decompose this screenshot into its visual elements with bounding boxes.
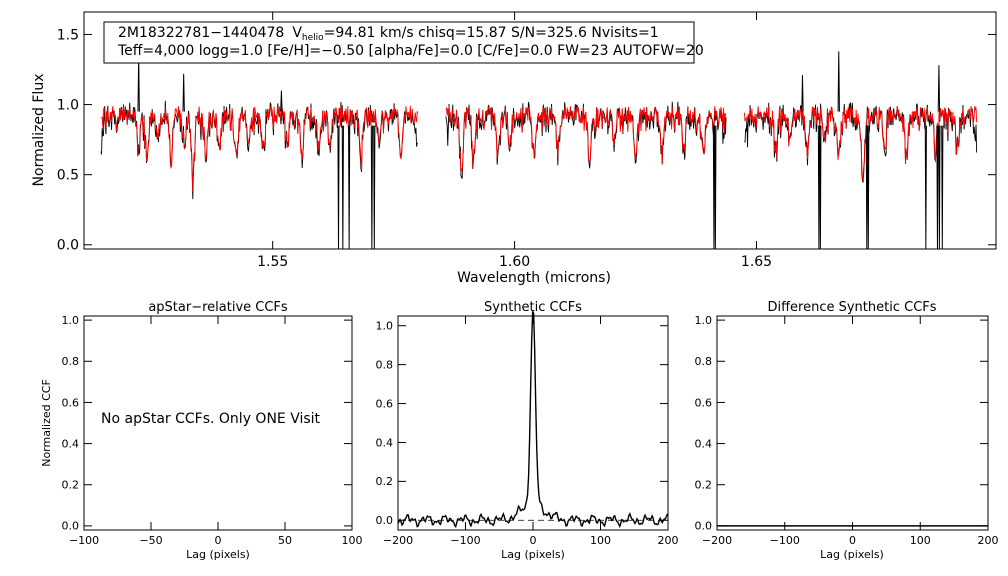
spectrum-ytick-label: 0.0: [57, 238, 79, 254]
difference-ytick-label: 0.2: [695, 479, 713, 492]
difference-xtick-label: −100: [770, 534, 800, 547]
spectrum-axes-frame: [83, 11, 997, 250]
apstar-ytick-label: 0.0: [62, 520, 80, 533]
synthetic-title: Synthetic CCFs: [484, 300, 582, 315]
synthetic-ytick-label: 0.6: [376, 397, 394, 410]
apstar-xtick-label: 50: [278, 534, 292, 547]
synthetic-plot-area: [397, 310, 668, 529]
spectrum-xlabel: Wavelength (microns): [457, 270, 611, 286]
difference-xtick-label: 200: [978, 534, 999, 547]
apstar-ytick-label: 0.6: [62, 396, 80, 409]
synthetic-ytick-label: 0.2: [376, 475, 394, 488]
synthetic-ccf-line: [397, 310, 668, 529]
apstar-ytick-label: 0.2: [62, 479, 80, 492]
difference-xtick-label: 100: [910, 534, 931, 547]
synthetic-xtick-label: −200: [383, 534, 413, 547]
spectrum-ytick-label: 1.5: [57, 27, 79, 43]
spectrum-panel: 1.55 1.60 1.65 0.0 0.5 1.0 1.5 2M18322781−1440…: [31, 11, 997, 286]
difference-xtick-label: −200: [702, 534, 732, 547]
synthetic-xtick-label: −100: [450, 534, 480, 547]
spectrum-header-stats: =94.81 km/s chisq=15.87 S/N=325.6 Nvisit…: [324, 25, 659, 41]
apstar-ccf-panel: −100 −50 0 50 100 0.0 0.2 0.4 0.6 0.8 1.0 apStar−r…: [40, 300, 363, 561]
apstar-ytick-label: 0.4: [62, 437, 80, 450]
synthetic-ytick-label: 0.4: [376, 436, 394, 449]
spectrum-emission-spike: [182, 73, 185, 112]
synthetic-xtick-label: 0: [530, 534, 537, 547]
spectrum-model-line: [100, 105, 419, 192]
spectrum-ytick-label: 0.5: [57, 168, 79, 184]
vhelio-label: V: [292, 25, 302, 41]
synthetic-xtick-label: 200: [658, 534, 679, 547]
apstar-xtick-label: 100: [342, 534, 363, 547]
synthetic-xlabel: Lag (pixels): [501, 548, 565, 561]
difference-title: Difference Synthetic CCFs: [767, 300, 936, 315]
synthetic-ccf-panel: −200 −100 0 100 200 0.0 0.2 0.4 0.6 0.8 1.0 Synthe…: [376, 300, 679, 561]
difference-ytick-label: 0.6: [695, 396, 713, 409]
difference-ticks: −200 −100 0 100 200 0.0 0.2 0.4 0.6 0.8 1.0: [695, 314, 999, 547]
difference-ytick-label: 0.0: [695, 520, 713, 533]
difference-xlabel: Lag (pixels): [820, 548, 884, 561]
synthetic-xtick-label: 100: [590, 534, 611, 547]
spectrum-ytick-label: 1.0: [57, 97, 79, 113]
star-id: 2M18322781−1440478: [118, 25, 284, 41]
spectrum-header-box: [103, 21, 695, 64]
apstar-xtick-label: −50: [139, 534, 162, 547]
spectrum-model-line: [445, 105, 727, 173]
synthetic-ytick-label: 0.0: [376, 514, 394, 527]
spectrum-ticks: 1.55 1.60 1.65 0.0 0.5 1.0 1.5: [57, 12, 996, 270]
synthetic-ytick-label: 1.0: [376, 320, 394, 333]
spectrum-xtick-label: 1.55: [257, 254, 288, 270]
synthetic-ytick-label: 0.8: [376, 358, 394, 371]
difference-ccf-panel: −200 −100 0 100 200 0.0 0.2 0.4 0.6 0.8 1.0 Differ…: [695, 300, 999, 561]
apstar-xlabel: Lag (pixels): [186, 548, 250, 561]
spectrum-emission-spike: [937, 65, 941, 112]
apstar-ticks: −100 −50 0 50 100 0.0 0.2 0.4 0.6 0.8 1.0: [62, 314, 363, 547]
spectrum-emission-spike: [280, 90, 283, 112]
spectrum-header-line1: 2M18322781−1440478 Vhelio=94.81 km/s chis…: [118, 25, 659, 43]
spectrum-emission-spike: [801, 75, 804, 112]
spectrum-xtick-label: 1.65: [741, 254, 772, 270]
apstar-no-data-message: No apStar CCFs. Only ONE Visit: [101, 411, 321, 427]
synthetic-ticks: −200 −100 0 100 200 0.0 0.2 0.4 0.6 0.8 1.0: [376, 316, 679, 547]
difference-xtick-label: 0: [849, 534, 856, 547]
apstar-ytick-label: 1.0: [62, 314, 80, 327]
spectrum-ylabel: Normalized Flux: [31, 74, 47, 187]
apstar-title: apStar−relative CCFs: [148, 300, 288, 315]
difference-ytick-label: 1.0: [695, 314, 713, 327]
apstar-ytick-label: 0.8: [62, 355, 80, 368]
spectrum-emission-spike: [837, 51, 840, 112]
apstar-xtick-label: −100: [69, 534, 99, 547]
difference-ytick-label: 0.8: [695, 355, 713, 368]
difference-ytick-label: 0.4: [695, 437, 713, 450]
spectrum-xtick-label: 1.60: [499, 254, 530, 270]
apstar-ylabel: Normalized CCF: [40, 379, 53, 467]
apstar-xtick-label: 0: [215, 534, 222, 547]
vhelio-subscript: helio: [302, 33, 324, 43]
spectrum-header-line2: Teff=4,000 logg=1.0 [Fe/H]=−0.50 [alpha/…: [117, 43, 704, 59]
